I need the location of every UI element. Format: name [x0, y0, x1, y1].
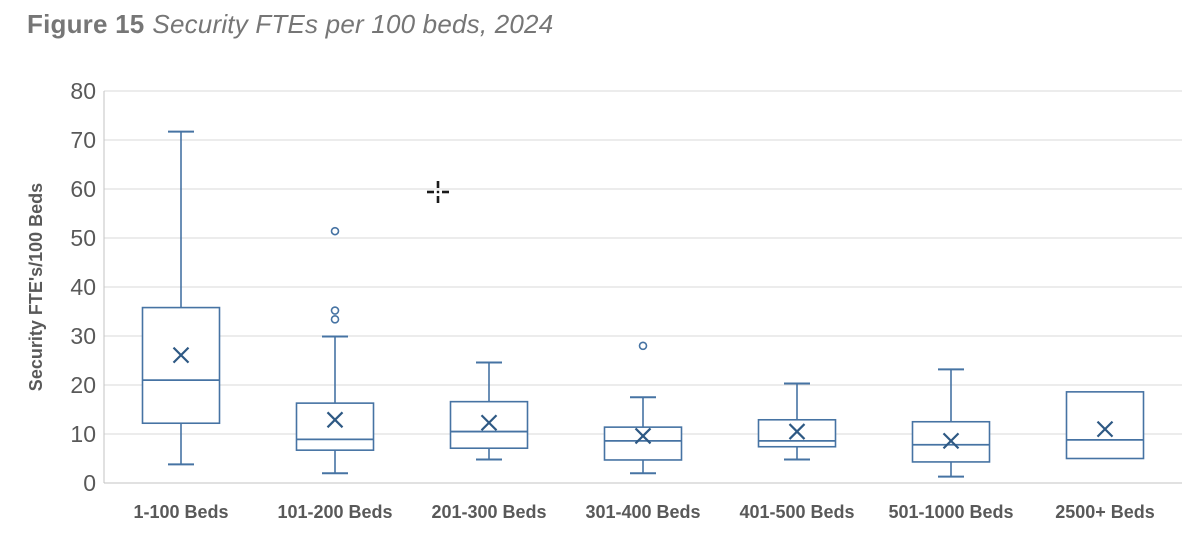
box-plot [603, 341, 683, 475]
x-axis-category-label: 301-400 Beds [585, 502, 700, 522]
outlier-point [330, 226, 340, 236]
y-axis-tick-label: 80 [70, 78, 96, 104]
box-plot [911, 368, 991, 478]
y-axis-tick-label: 40 [70, 274, 96, 300]
figure-number: Figure 15 [27, 9, 145, 39]
y-axis-tick-label: 70 [70, 127, 96, 153]
x-axis-category-label: 101-200 Beds [277, 502, 392, 522]
y-axis-tick-label: 10 [70, 421, 96, 447]
boxplot-chart: 0 10 20 30 40 50 60 70 80 Security FTE's/100 Bed… [26, 78, 1182, 522]
iqr-box [1065, 391, 1145, 460]
mean-x-marker [480, 414, 498, 432]
box-plot [295, 226, 375, 475]
figure-caption: Security FTEs per 100 beds, 2024 [152, 9, 554, 39]
mean-x-marker [634, 427, 652, 445]
x-axis-category-labels: 1-100 Beds 101-200 Beds 201-300 Beds 301-40… [133, 502, 1154, 522]
outlier-point [330, 315, 340, 324]
crosshair-cursor-dot [436, 190, 440, 194]
box-plot [141, 130, 221, 466]
y-axis-tick-label: 20 [70, 372, 96, 398]
outlier-point [330, 306, 340, 315]
iqr-box [449, 400, 529, 450]
mean-x-marker [942, 432, 960, 450]
x-axis-category-label: 201-300 Beds [431, 502, 546, 522]
mean-x-marker [172, 346, 190, 364]
x-axis-category-label: 401-500 Beds [739, 502, 854, 522]
gridlines [104, 90, 1182, 435]
iqr-box [295, 402, 375, 451]
y-axis-tick-label: 30 [70, 323, 96, 349]
mean-x-marker [788, 423, 806, 440]
box-plot [1065, 391, 1145, 460]
y-axis-tick-label: 60 [70, 176, 96, 202]
y-axis-tick-labels: 0 10 20 30 40 50 60 70 80 [70, 78, 96, 496]
box-plot [449, 361, 529, 461]
x-axis-category-label: 501-1000 Beds [888, 502, 1013, 522]
x-axis-category-label: 2500+ Beds [1055, 502, 1155, 522]
crosshair-cursor [427, 181, 449, 203]
axis-lines [103, 91, 1182, 484]
x-axis-category-label: 1-100 Beds [133, 502, 228, 522]
mean-x-marker [326, 411, 344, 429]
box-plot [757, 382, 837, 461]
y-axis-tick-label: 0 [83, 470, 96, 496]
box-series [141, 130, 1145, 478]
iqr-box [603, 426, 683, 461]
mean-x-marker [1096, 420, 1114, 438]
iqr-box [141, 306, 221, 425]
y-axis-tick-label: 50 [70, 225, 96, 251]
outlier-point [638, 341, 648, 351]
iqr-box [757, 418, 837, 448]
y-axis-title: Security FTE's/100 Beds [26, 183, 46, 391]
figure-title: Figure 15 Security FTEs per 100 beds, 202… [27, 9, 553, 40]
